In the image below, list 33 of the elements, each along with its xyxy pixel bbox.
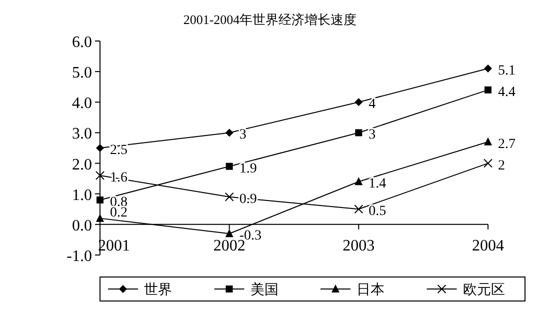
data-label: 1.9	[239, 161, 257, 176]
point	[484, 86, 492, 94]
data-label: 5.1	[498, 64, 516, 79]
chart-title: 2001-2004年世界经济增长速度	[183, 12, 357, 27]
x-tick-label: 2004	[472, 237, 504, 254]
data-label: 0.5	[368, 204, 386, 220]
point	[96, 196, 104, 204]
data-label: 3	[368, 128, 376, 143]
point	[484, 137, 492, 146]
legend-label: 欧元区	[462, 283, 505, 298]
legend-label: 日本	[356, 282, 384, 298]
legend-label: 世界	[144, 282, 172, 298]
point	[354, 98, 363, 106]
x-tick-label: 2003	[342, 237, 375, 254]
data-label: 4	[368, 97, 376, 112]
data-label: 4.4	[498, 84, 516, 100]
point	[484, 64, 492, 73]
point	[484, 158, 492, 168]
point	[354, 204, 364, 214]
point	[355, 129, 362, 136]
data-label: 2.7	[498, 136, 516, 152]
point	[225, 128, 234, 137]
point	[96, 144, 104, 152]
data-label: 1.4	[368, 176, 386, 192]
data-label: 3	[239, 128, 246, 143]
x-tick-label: 2002	[213, 237, 246, 254]
point	[225, 229, 234, 238]
point	[354, 177, 363, 186]
data-label: 2	[498, 158, 505, 174]
legend-label: 美国	[250, 282, 278, 298]
point	[226, 162, 233, 170]
point	[96, 171, 104, 180]
point	[224, 192, 234, 202]
